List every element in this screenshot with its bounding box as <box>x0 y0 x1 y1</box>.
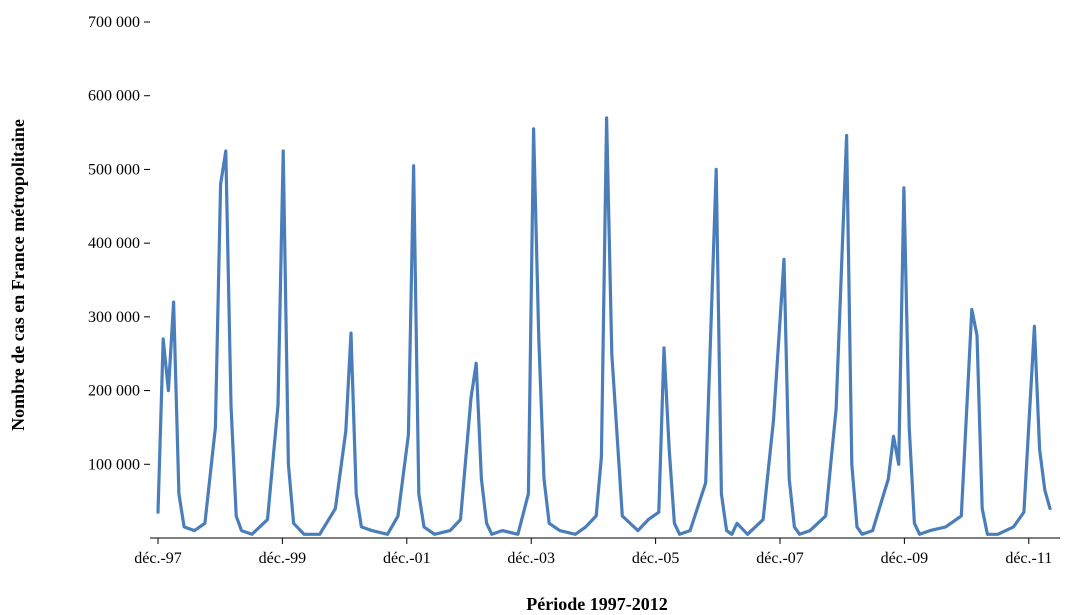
x-tick-label: déc.-07 <box>756 550 804 567</box>
x-tick-label: déc.-05 <box>632 550 680 567</box>
x-tick-label: déc.-11 <box>1005 550 1052 567</box>
x-tick-label: déc.-03 <box>507 550 555 567</box>
y-axis-ticks: 100 000 200 000 300 000 400 000 500 000 600 0… <box>88 14 150 473</box>
x-tick-label: déc.-09 <box>881 550 929 567</box>
y-tick-label: 700 000 <box>88 14 140 31</box>
y-tick-label: 100 000 <box>88 456 140 473</box>
x-tick-label: déc.-99 <box>259 550 307 567</box>
x-tick-label: déc.-97 <box>134 550 182 567</box>
x-axis-ticks: déc.-97 déc.-99 déc.-01 déc.-03 déc.-05 déc.-… <box>134 538 1052 567</box>
x-tick-label: déc.-01 <box>383 550 431 567</box>
series-line <box>156 116 1052 536</box>
y-axis-title: Nombre de cas en France métropolitaine <box>8 119 28 431</box>
y-tick-label: 200 000 <box>88 383 140 400</box>
y-tick-label: 300 000 <box>88 309 140 326</box>
x-axis-title: Période 1997-2012 <box>526 594 667 614</box>
y-tick-label: 400 000 <box>88 235 140 252</box>
y-tick-label: 600 000 <box>88 88 140 105</box>
y-tick-label: 500 000 <box>88 161 140 178</box>
